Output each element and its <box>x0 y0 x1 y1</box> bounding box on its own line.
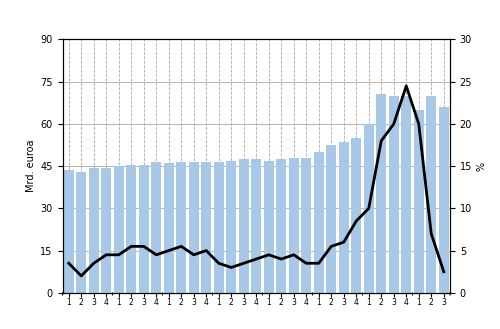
Bar <box>189 162 199 293</box>
Bar <box>351 138 361 293</box>
Bar <box>114 166 124 293</box>
Bar <box>401 96 411 293</box>
Bar <box>252 159 261 293</box>
Bar <box>314 152 324 293</box>
Bar <box>301 158 311 293</box>
Y-axis label: %: % <box>476 162 486 171</box>
Bar <box>339 142 349 293</box>
Bar <box>101 167 111 293</box>
Bar <box>414 110 424 293</box>
Bar <box>264 161 274 293</box>
Bar <box>276 159 286 293</box>
Bar <box>289 158 299 293</box>
Bar <box>164 163 174 293</box>
Bar <box>226 161 236 293</box>
Bar <box>89 167 99 293</box>
Bar <box>439 107 449 293</box>
Bar <box>76 172 86 293</box>
Bar <box>176 162 186 293</box>
Bar <box>126 165 136 293</box>
Bar <box>64 170 74 293</box>
Y-axis label: Mrd. euroa: Mrd. euroa <box>26 140 36 192</box>
Bar <box>376 94 386 293</box>
Bar <box>426 96 436 293</box>
Bar <box>214 162 224 293</box>
Bar <box>151 162 161 293</box>
Bar <box>364 124 374 293</box>
Bar <box>139 165 149 293</box>
Bar <box>201 162 211 293</box>
Bar <box>239 159 249 293</box>
Bar <box>326 145 336 293</box>
Bar <box>389 96 399 293</box>
